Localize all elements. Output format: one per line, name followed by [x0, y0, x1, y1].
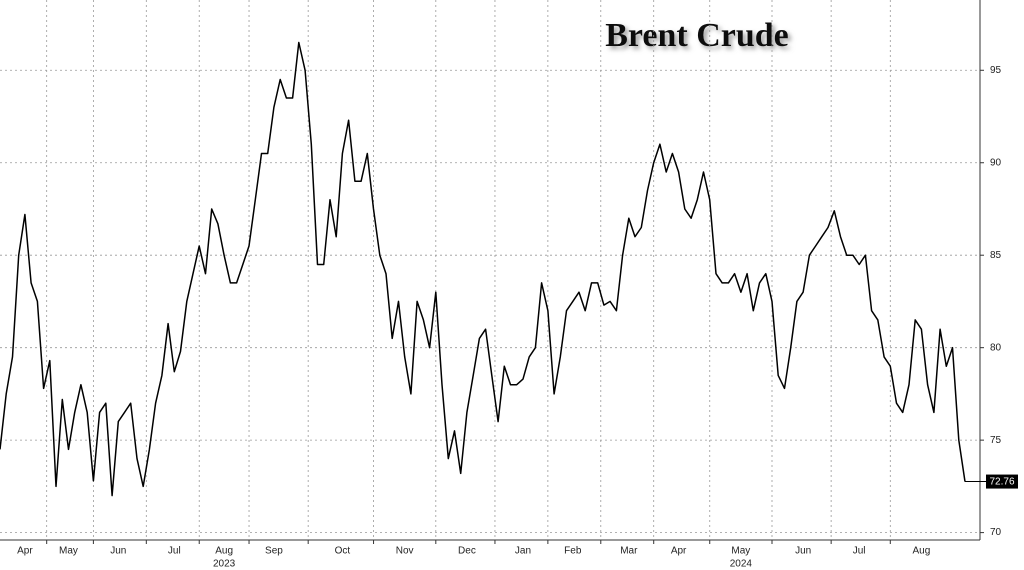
- x-tick-label: Sep: [265, 546, 283, 557]
- x-tick-label: Jun: [110, 546, 126, 557]
- last-value-label: 72.76: [989, 477, 1014, 488]
- y-tick-label: 80: [990, 342, 1002, 353]
- y-tick-label: 75: [990, 435, 1002, 446]
- y-tick-label: 70: [990, 527, 1002, 538]
- y-tick-label: 85: [990, 250, 1002, 261]
- x-tick-label: Apr: [671, 546, 687, 557]
- x-tick-label: Jan: [515, 546, 531, 557]
- y-tick-label: 90: [990, 157, 1002, 168]
- x-tick-label: May: [731, 546, 750, 557]
- x-tick-label: Aug: [215, 546, 233, 557]
- x-tick-label: May: [59, 546, 78, 557]
- x-tick-label: Oct: [335, 546, 351, 557]
- year-label: 2024: [730, 559, 753, 570]
- x-tick-label: Feb: [564, 546, 582, 557]
- x-tick-label: Jul: [853, 546, 866, 557]
- last-value-box: [986, 474, 1018, 489]
- x-tick-label: Dec: [458, 546, 476, 557]
- x-tick-label: Apr: [17, 546, 33, 557]
- year-label: 2023: [213, 559, 236, 570]
- price-line: [0, 41, 966, 497]
- x-tick-label: Mar: [620, 546, 638, 557]
- x-tick-label: Aug: [913, 546, 931, 557]
- x-tick-label: Nov: [396, 546, 414, 557]
- x-tick-label: Jun: [795, 546, 811, 557]
- chart-title: Brent Crude: [605, 17, 789, 54]
- y-tick-label: 95: [990, 65, 1002, 76]
- x-tick-label: Jul: [168, 546, 181, 557]
